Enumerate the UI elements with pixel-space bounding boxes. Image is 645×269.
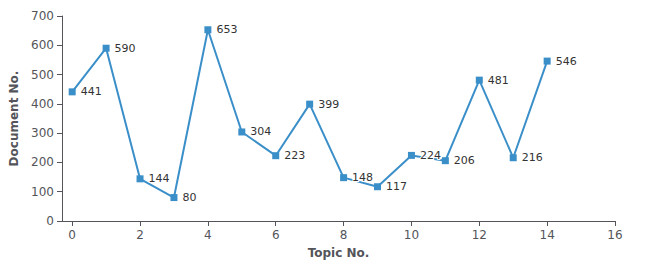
svg-text:400: 400 (31, 97, 54, 111)
svg-text:206: 206 (454, 154, 475, 167)
svg-text:0: 0 (46, 214, 54, 228)
svg-text:304: 304 (250, 125, 271, 138)
svg-text:Topic No.: Topic No. (308, 246, 370, 260)
svg-text:600: 600 (31, 38, 54, 52)
svg-text:16: 16 (607, 228, 622, 242)
svg-text:2: 2 (136, 228, 144, 242)
svg-text:223: 223 (284, 149, 305, 162)
svg-text:117: 117 (386, 180, 407, 193)
svg-text:4: 4 (204, 228, 212, 242)
svg-text:80: 80 (182, 191, 196, 204)
svg-text:12: 12 (472, 228, 487, 242)
svg-text:481: 481 (488, 74, 509, 87)
svg-text:590: 590 (115, 42, 136, 55)
svg-text:100: 100 (31, 185, 54, 199)
svg-text:8: 8 (340, 228, 348, 242)
svg-text:653: 653 (216, 23, 237, 36)
svg-text:224: 224 (420, 149, 441, 162)
svg-text:14: 14 (540, 228, 555, 242)
svg-text:Document No.: Document No. (7, 71, 21, 167)
svg-text:216: 216 (522, 151, 543, 164)
svg-text:700: 700 (31, 9, 54, 23)
svg-text:546: 546 (556, 55, 577, 68)
svg-text:6: 6 (272, 228, 280, 242)
svg-text:144: 144 (149, 172, 170, 185)
svg-text:200: 200 (31, 155, 54, 169)
svg-text:300: 300 (31, 126, 54, 140)
svg-text:500: 500 (31, 68, 54, 82)
svg-text:0: 0 (68, 228, 76, 242)
svg-text:10: 10 (404, 228, 419, 242)
svg-text:441: 441 (81, 85, 102, 98)
svg-text:148: 148 (352, 171, 373, 184)
svg-text:399: 399 (318, 98, 339, 111)
